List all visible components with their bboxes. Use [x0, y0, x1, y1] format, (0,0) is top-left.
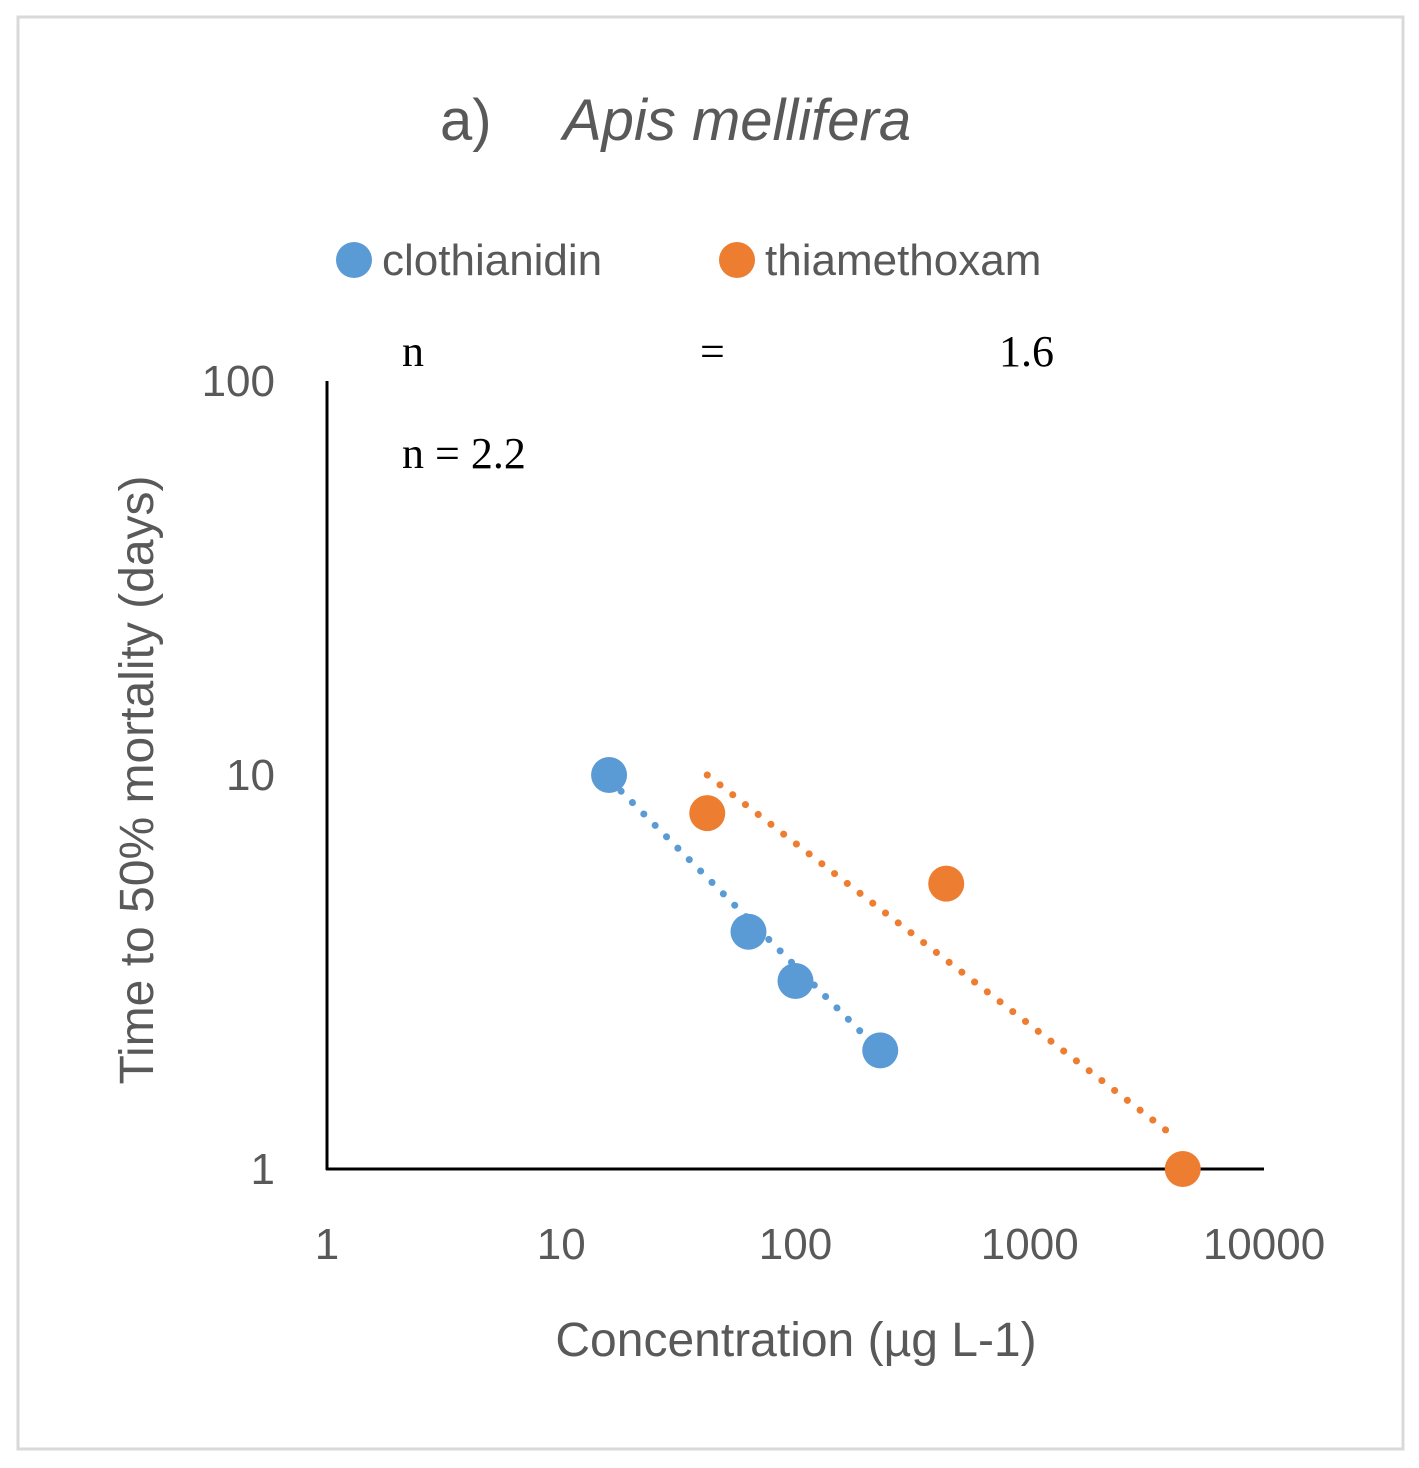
- legend-marker-clothianidin: [336, 242, 372, 278]
- y-tick-label: 10: [226, 751, 275, 800]
- legend: clothianidin thiamethoxam: [336, 236, 1041, 285]
- trendline-thiamethoxam: [703, 771, 1180, 1142]
- data-point-clothianidin: [777, 963, 814, 1000]
- annotation-n-equals: =: [700, 327, 725, 376]
- y-tick-label: 1: [251, 1145, 275, 1194]
- data-point-thiamethoxam: [689, 795, 726, 832]
- annotation-n-label: n: [402, 327, 424, 376]
- x-tick-label: 10: [537, 1220, 586, 1269]
- annotation-n-value: 1.6: [999, 327, 1054, 376]
- data-point-clothianidin: [591, 757, 628, 793]
- legend-marker-thiamethoxam: [719, 242, 755, 278]
- x-tick-label: 100: [759, 1220, 832, 1269]
- x-tick-label: 1000: [981, 1220, 1079, 1269]
- plot-area: 1 10 100 1000 10000 1 10 100: [202, 357, 1326, 1269]
- annotation-n-second: n = 2.2: [402, 429, 526, 478]
- y-axis-label: Time to 50% mortality (days): [111, 475, 164, 1084]
- data-point-thiamethoxam: [1164, 1151, 1201, 1187]
- x-tick-label: 10000: [1203, 1220, 1325, 1269]
- x-tick-label: 1: [315, 1220, 339, 1269]
- data-point-clothianidin: [730, 913, 767, 950]
- legend-label-thiamethoxam: thiamethoxam: [765, 236, 1041, 285]
- chart-frame: [16, 15, 1405, 1451]
- data-point-thiamethoxam: [928, 865, 965, 902]
- legend-label-clothianidin: clothianidin: [382, 236, 602, 285]
- chart-title-prefix: a): [440, 88, 492, 153]
- y-tick-label: 100: [202, 357, 275, 406]
- x-axis-label: Concentration (µg L-1): [555, 1314, 1036, 1367]
- chart-title-species: Apis mellifera: [560, 88, 911, 153]
- data-point-clothianidin: [862, 1032, 899, 1069]
